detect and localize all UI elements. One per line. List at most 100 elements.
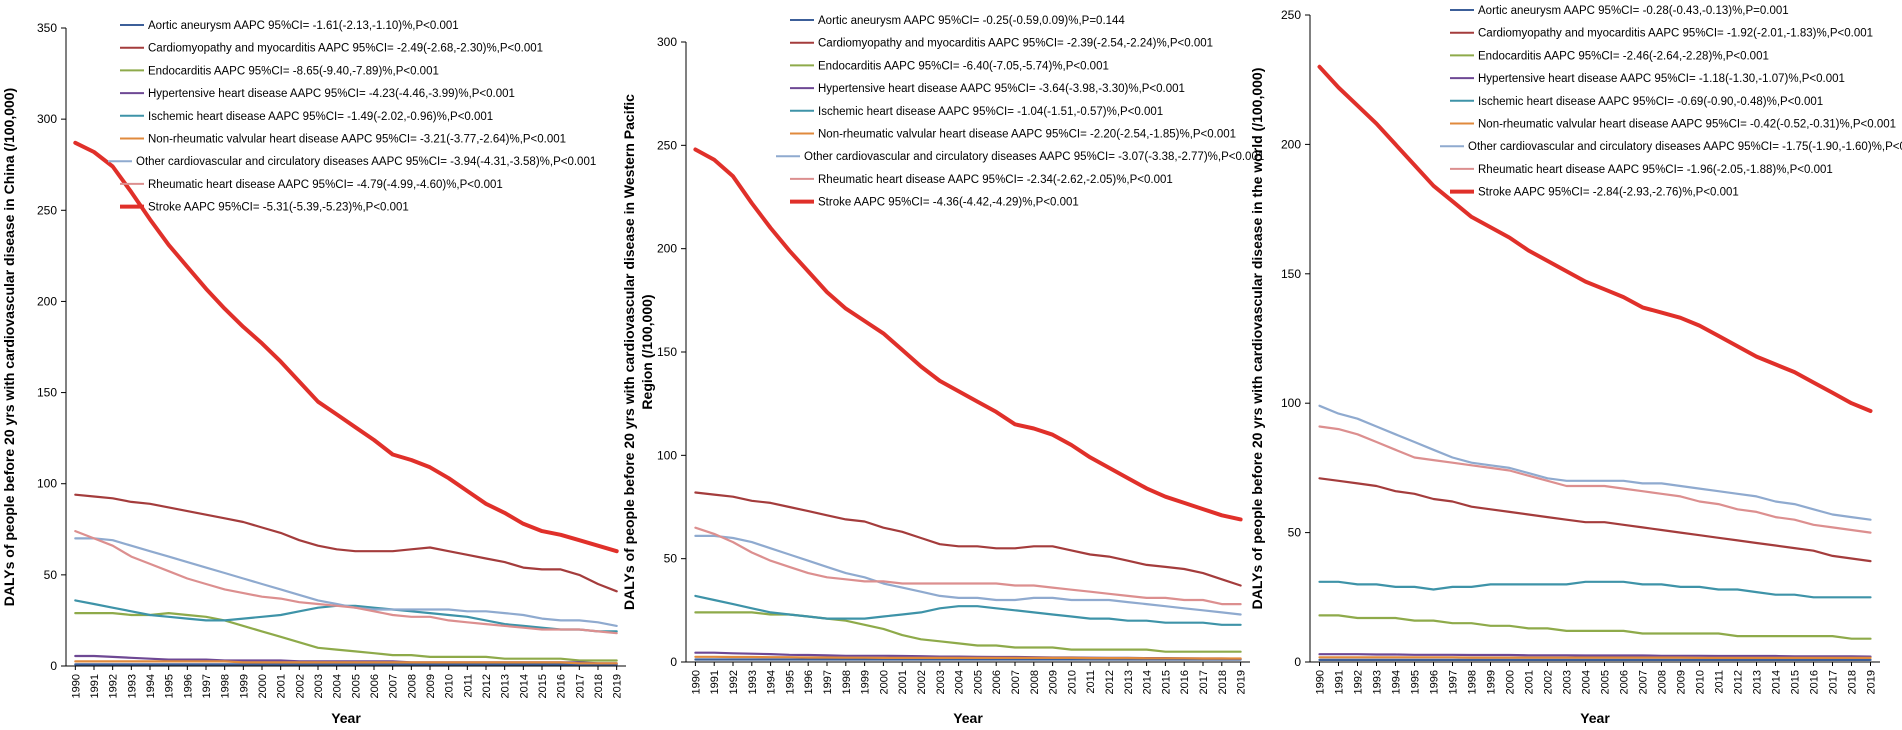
x-tick-label: 1996 xyxy=(1429,670,1441,694)
x-tick-label: 2014 xyxy=(518,674,530,698)
y-tick-label: 150 xyxy=(37,386,57,400)
x-tick-label: 2005 xyxy=(350,674,362,698)
legend-label: Endocarditis AAPC 95%CI= -8.65(-9.40,-7.… xyxy=(148,65,439,77)
series-line-stroke xyxy=(73,140,619,554)
x-tick-label: 1990 xyxy=(70,674,82,698)
x-tick-label: 2007 xyxy=(388,674,400,698)
x-tick-label: 2004 xyxy=(954,670,966,694)
legend-label: Hypertensive heart disease AAPC 95%CI= -… xyxy=(1478,73,1845,85)
series-line-stroke xyxy=(693,147,1243,522)
x-tick-label: 1994 xyxy=(766,670,778,694)
x-tick-label: 2001 xyxy=(897,670,909,694)
x-tick-label: 2018 xyxy=(1217,670,1229,694)
y-tick-label: 0 xyxy=(50,659,57,673)
y-tick-label: 200 xyxy=(657,242,677,256)
y-tick-label: 50 xyxy=(664,552,678,566)
x-tick-label: 2010 xyxy=(1695,670,1707,694)
x-tick-label: 1995 xyxy=(164,674,176,698)
legend-label: Stroke AAPC 95%CI= -4.36(-4.42,-4.29)%,P… xyxy=(818,197,1079,209)
x-tick-label: 2019 xyxy=(612,674,624,698)
x-tick-label: 2017 xyxy=(1198,670,1210,694)
x-tick-label: 1990 xyxy=(690,670,702,694)
x-tick-label: 1998 xyxy=(841,670,853,694)
y-tick-label: 100 xyxy=(37,477,57,491)
legend: Aortic aneurysm AAPC 95%CI= -0.28(-0.43,… xyxy=(1440,5,1902,199)
series-line-rheumatic xyxy=(74,529,618,635)
legend-label: Cardiomyopathy and myocarditis AAPC 95%C… xyxy=(818,38,1213,50)
x-tick-label: 1997 xyxy=(1448,670,1460,694)
x-tick-label: 2001 xyxy=(1524,670,1536,694)
y-tick-label: 100 xyxy=(1281,396,1301,410)
chart-panel-2: 0 50 100 150 200 250 300 1990 1991 1992 1993 1994 19… xyxy=(621,15,1264,726)
x-tick-label: 2010 xyxy=(1066,670,1078,694)
legend-label: Cardiomyopathy and myocarditis AAPC 95%C… xyxy=(148,43,543,55)
legend-label: Rheumatic heart disease AAPC 95%CI= -1.9… xyxy=(1478,164,1833,176)
x-tick-label: 2013 xyxy=(500,674,512,698)
x-tick-label: 1995 xyxy=(1410,670,1422,694)
x-tick-label: 1999 xyxy=(238,674,250,698)
x-tick-label: 1990 xyxy=(1315,670,1327,694)
x-tick-label: 1994 xyxy=(145,674,157,698)
legend-label: Other cardiovascular and circulatory dis… xyxy=(136,156,596,168)
x-tick-label: 1995 xyxy=(784,670,796,694)
y-axis-title: DALYs of people before 20 yrs with cardi… xyxy=(1,88,17,606)
x-tick-label: 2012 xyxy=(481,674,493,698)
series-line-rheumatic xyxy=(1318,425,1872,534)
x-tick-label: 2006 xyxy=(1619,670,1631,694)
series-line-cardiomyopathy xyxy=(694,491,1242,587)
y-tick-label: 200 xyxy=(1281,137,1301,151)
x-axis-title: Year xyxy=(1580,710,1610,726)
x-tick-label: 2019 xyxy=(1866,670,1878,694)
x-tick-label: 1992 xyxy=(1353,670,1365,694)
x-tick-label: 2017 xyxy=(1828,670,1840,694)
series-line-other xyxy=(74,537,618,628)
series-line-ischemic xyxy=(1318,580,1872,599)
series-line-endocarditis xyxy=(694,611,1242,653)
x-tick-label: 2013 xyxy=(1752,670,1764,694)
x-tick-label: 2011 xyxy=(1714,670,1726,694)
legend-label: Ischemic heart disease AAPC 95%CI= -1.04… xyxy=(818,106,1163,118)
x-tick-label: 2003 xyxy=(935,670,947,694)
x-tick-label: 1993 xyxy=(1372,670,1384,694)
x-tick-label: 2005 xyxy=(972,670,984,694)
y-tick-label: 350 xyxy=(37,21,57,35)
x-tick-label: 2016 xyxy=(1179,670,1191,694)
x-tick-label: 2003 xyxy=(313,674,325,698)
y-tick-label: 300 xyxy=(657,35,677,49)
x-tick-label: 2006 xyxy=(991,670,1003,694)
series-line-nonrheumatic xyxy=(74,660,618,665)
y-axis-title-line: DALYs of people before 20 yrs with cardi… xyxy=(621,94,637,610)
legend-label: Hypertensive heart disease AAPC 95%CI= -… xyxy=(148,88,515,100)
series-line-nonrheumatic xyxy=(1318,656,1872,660)
chart-panel-1: 0 50 100 150 200 250 300 350 1990 1991 1992 1993 199… xyxy=(1,20,626,726)
x-tick-label: 2005 xyxy=(1600,670,1612,694)
x-tick-label: 2008 xyxy=(406,674,418,698)
x-tick-label: 2009 xyxy=(1048,670,1060,694)
series-line-other xyxy=(694,534,1242,616)
x-tick-label: 1997 xyxy=(201,674,213,698)
x-axis-title: Year xyxy=(331,710,361,726)
series-line-cardiomyopathy xyxy=(1318,477,1872,563)
x-tick-label: 2006 xyxy=(369,674,381,698)
x-tick-label: 2013 xyxy=(1123,670,1135,694)
x-tick-label: 2017 xyxy=(574,674,586,698)
y-axis-title-line: Region (/100,000) xyxy=(639,294,655,409)
y-axis-title-line: DALYs of people before 20 yrs with cardi… xyxy=(1,88,17,606)
x-tick-label: 2015 xyxy=(1790,670,1802,694)
y-tick-label: 250 xyxy=(37,203,57,217)
x-tick-label: 2016 xyxy=(1809,670,1821,694)
x-tick-label: 2014 xyxy=(1142,670,1154,694)
y-tick-label: 100 xyxy=(657,448,677,462)
x-tick-label: 1997 xyxy=(822,670,834,694)
x-tick-label: 1996 xyxy=(803,670,815,694)
x-tick-label: 2015 xyxy=(1160,670,1172,694)
x-tick-label: 1991 xyxy=(709,670,721,694)
series-line-nonrheumatic xyxy=(694,655,1242,660)
y-tick-label: 200 xyxy=(37,294,57,308)
x-tick-label: 2011 xyxy=(1085,670,1097,694)
y-tick-label: 0 xyxy=(1294,655,1301,669)
x-tick-label: 2002 xyxy=(916,670,928,694)
x-tick-label: 2018 xyxy=(1847,670,1859,694)
series-line-endocarditis xyxy=(1318,614,1872,640)
